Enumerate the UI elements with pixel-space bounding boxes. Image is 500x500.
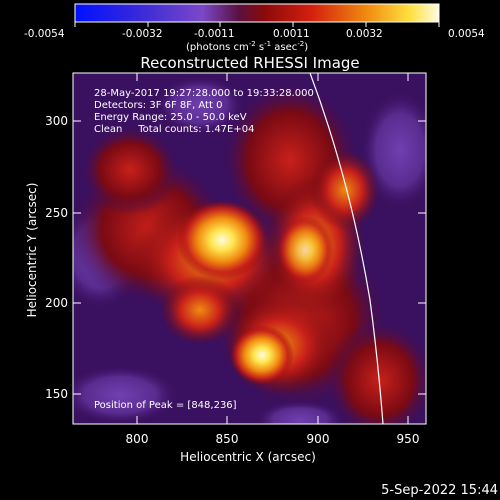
colorbar <box>74 3 440 23</box>
x-tick-800: 800 <box>126 432 149 446</box>
y-tick-200: 200 <box>45 296 68 310</box>
info-detectors: Detectors: 3F 6F 8F, Att 0 <box>94 100 222 111</box>
colorbar-tick-2: -0.0011 <box>194 28 235 40</box>
y-tick-250: 250 <box>45 206 68 220</box>
colorbar-tick-3: 0.0011 <box>273 28 310 40</box>
x-tick-950: 950 <box>397 432 420 446</box>
y-axis-ticks <box>73 120 426 395</box>
x-tick-900: 900 <box>307 432 330 446</box>
colorbar-tick-5: 0.0054 <box>448 28 485 40</box>
y-axis-label: Heliocentric Y (arcsec) <box>25 183 39 318</box>
x-tick-850: 850 <box>216 432 239 446</box>
x-axis-ticks <box>136 73 409 424</box>
rhessi-image <box>73 73 426 424</box>
info-peak-position: Position of Peak = [848,236] <box>94 400 237 411</box>
y-tick-150: 150 <box>45 387 68 401</box>
info-total-counts: Clean Total counts: 1.47E+04 <box>94 124 254 135</box>
plot-title: Reconstructed RHESSI Image <box>140 54 359 72</box>
footer-date: 5-Sep-2022 15:44 <box>381 483 498 498</box>
colorbar-tick-marks <box>74 22 440 27</box>
solar-limb <box>309 73 384 424</box>
info-energy-range: Energy Range: 25.0 - 50.0 keV <box>94 112 247 123</box>
colorbar-tick-4: 0.0032 <box>346 28 383 40</box>
y-tick-300: 300 <box>45 114 68 128</box>
x-axis-label: Heliocentric X (arcsec) <box>180 450 316 464</box>
info-time-range: 28-May-2017 19:27:28.000 to 19:33:28.000 <box>94 88 314 99</box>
colorbar-tick-1: -0.0032 <box>122 28 163 40</box>
colorbar-unit: (photons cm-2 s-1 asec-2) <box>186 40 308 53</box>
plot-frame <box>72 72 427 425</box>
colorbar-tick-0: -0.0054 <box>24 28 65 40</box>
